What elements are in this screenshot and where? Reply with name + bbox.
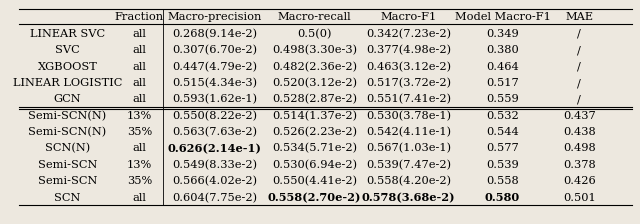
Text: 0.534(5.71e-2): 0.534(5.71e-2) [272,143,357,154]
Text: 13%: 13% [127,111,152,121]
Text: Macro-precision: Macro-precision [167,12,262,22]
Text: 0.550(8.22e-2): 0.550(8.22e-2) [172,111,257,121]
Text: 0.593(1.62e-1): 0.593(1.62e-1) [172,94,257,105]
Text: 0.580: 0.580 [485,192,520,203]
Text: 35%: 35% [127,127,152,137]
Text: 0.349: 0.349 [486,29,519,39]
Text: GCN: GCN [54,94,81,104]
Text: 0.549(8.33e-2): 0.549(8.33e-2) [172,160,257,170]
Text: 0.426: 0.426 [563,176,596,186]
Text: 0.532: 0.532 [486,111,519,121]
Text: 0.380: 0.380 [486,45,519,55]
Text: all: all [132,94,147,104]
Text: all: all [132,193,147,202]
Text: 0.438: 0.438 [563,127,596,137]
Text: Semi-SCN(N): Semi-SCN(N) [28,111,107,121]
Text: 0.517(3.72e-2): 0.517(3.72e-2) [366,78,451,88]
Text: 0.530(6.94e-2): 0.530(6.94e-2) [272,160,357,170]
Text: LINEAR SVC: LINEAR SVC [30,29,105,39]
Text: all: all [132,78,147,88]
Text: 0.566(4.02e-2): 0.566(4.02e-2) [172,176,257,186]
Text: 0.378: 0.378 [563,160,596,170]
Text: 0.526(2.23e-2): 0.526(2.23e-2) [272,127,357,137]
Text: 0.542(4.11e-1): 0.542(4.11e-1) [366,127,451,137]
Text: 0.515(4.34e-3): 0.515(4.34e-3) [172,78,257,88]
Text: SVC: SVC [55,45,80,55]
Text: 0.498(3.30e-3): 0.498(3.30e-3) [272,45,357,55]
Text: /: / [577,62,581,72]
Text: 0.530(3.78e-1): 0.530(3.78e-1) [366,111,451,121]
Text: 0.539: 0.539 [486,160,519,170]
Text: XGBOOST: XGBOOST [38,62,97,72]
Text: SCN(N): SCN(N) [45,143,90,154]
Text: Macro-recall: Macro-recall [278,12,351,22]
Text: /: / [577,45,581,55]
Text: all: all [132,144,147,153]
Text: 0.567(1.03e-1): 0.567(1.03e-1) [366,143,451,154]
Text: Macro-F1: Macro-F1 [380,12,436,22]
Text: Semi-SCN: Semi-SCN [38,176,97,186]
Text: 0.482(2.36e-2): 0.482(2.36e-2) [272,61,357,72]
Text: 13%: 13% [127,160,152,170]
Text: 0.498: 0.498 [563,144,596,153]
Text: Semi-SCN(N): Semi-SCN(N) [28,127,107,137]
Text: 0.544: 0.544 [486,127,519,137]
Text: 0.342(7.23e-2): 0.342(7.23e-2) [366,29,451,39]
Text: 35%: 35% [127,176,152,186]
Text: 0.551(7.41e-2): 0.551(7.41e-2) [366,94,451,105]
Text: /: / [577,29,581,39]
Text: 0.5(0): 0.5(0) [298,29,332,39]
Text: 0.604(7.75e-2): 0.604(7.75e-2) [172,192,257,203]
Text: 0.539(7.47e-2): 0.539(7.47e-2) [366,160,451,170]
Text: Semi-SCN: Semi-SCN [38,160,97,170]
Text: 0.558(2.70e-2): 0.558(2.70e-2) [268,192,362,203]
Text: 0.377(4.98e-2): 0.377(4.98e-2) [366,45,451,55]
Text: LINEAR LOGISTIC: LINEAR LOGISTIC [13,78,122,88]
Text: 0.563(7.63e-2): 0.563(7.63e-2) [172,127,257,137]
Text: 0.447(4.79e-2): 0.447(4.79e-2) [172,61,257,72]
Text: 0.550(4.41e-2): 0.550(4.41e-2) [272,176,357,186]
Text: /: / [577,94,581,104]
Text: 0.514(1.37e-2): 0.514(1.37e-2) [272,111,357,121]
Text: all: all [132,62,147,72]
Text: all: all [132,45,147,55]
Text: 0.517: 0.517 [486,78,519,88]
Text: 0.577: 0.577 [486,144,519,153]
Text: 0.626(2.14e-1): 0.626(2.14e-1) [168,143,262,154]
Text: 0.558: 0.558 [486,176,519,186]
Text: Model Macro-F1: Model Macro-F1 [454,12,550,22]
Text: 0.501: 0.501 [563,193,596,202]
Text: 0.268(9.14e-2): 0.268(9.14e-2) [172,29,257,39]
Text: 0.464: 0.464 [486,62,519,72]
Text: all: all [132,29,147,39]
Text: 0.463(3.12e-2): 0.463(3.12e-2) [366,61,451,72]
Text: 0.520(3.12e-2): 0.520(3.12e-2) [272,78,357,88]
Text: 0.578(3.68e-2): 0.578(3.68e-2) [362,192,456,203]
Text: 0.559: 0.559 [486,94,519,104]
Text: 0.307(6.70e-2): 0.307(6.70e-2) [172,45,257,55]
Text: /: / [577,78,581,88]
Text: SCN: SCN [54,193,81,202]
Text: 0.528(2.87e-2): 0.528(2.87e-2) [272,94,357,105]
Text: MAE: MAE [565,12,593,22]
Text: Fraction: Fraction [115,12,164,22]
Text: 0.558(4.20e-2): 0.558(4.20e-2) [366,176,451,186]
Text: 0.437: 0.437 [563,111,596,121]
